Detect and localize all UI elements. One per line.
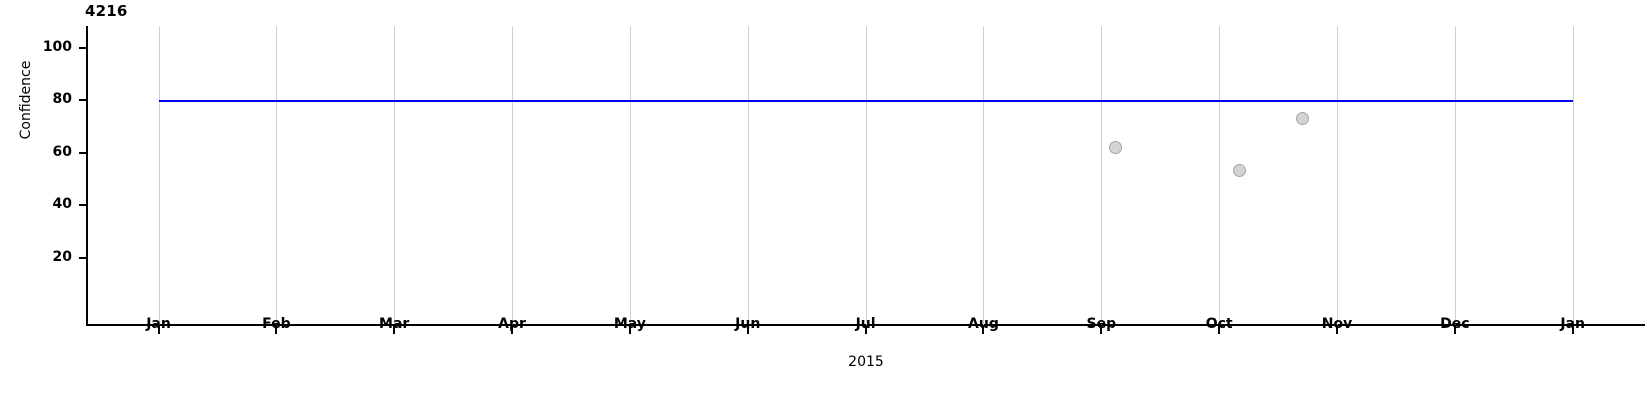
gridline-jan-12 — [1572, 26, 1574, 325]
x-tick-label-mar-2: Mar — [379, 316, 410, 332]
x-tick-mark — [275, 326, 278, 334]
gridline-feb-1 — [276, 26, 278, 325]
x-tick-mark — [393, 326, 396, 334]
x-tick-mark — [157, 326, 160, 334]
y-tick-label-20: 20 — [52, 248, 72, 265]
x-tick-mark — [864, 326, 867, 334]
x-tick-mark — [1571, 326, 1574, 334]
x-tick-label-jan-12: Jan — [1560, 316, 1585, 332]
gridline-apr-3 — [512, 26, 514, 325]
x-tick-mark — [1453, 326, 1456, 334]
y-tick-label-80: 80 — [52, 91, 72, 107]
x-tick-mark — [628, 326, 631, 334]
y-tick-mark — [79, 151, 86, 154]
x-tick-mark — [982, 326, 985, 334]
data-point[interactable] — [1108, 140, 1122, 154]
y-tick-label-100: 100 — [42, 38, 72, 55]
y-tick-mark — [79, 256, 86, 259]
gridline-mar-2 — [394, 26, 396, 325]
x-tick-mark — [1100, 326, 1103, 334]
gridline-jul-6 — [865, 26, 867, 325]
x-tick-label-jan-0: Jan — [146, 316, 171, 332]
y-tick-mark — [79, 99, 86, 101]
gridline-dec-11 — [1454, 26, 1456, 325]
x-tick-mark — [511, 326, 514, 334]
y-axis-line — [86, 26, 88, 326]
x-tick-mark — [1218, 326, 1221, 334]
gridline-jun-5 — [747, 26, 749, 325]
gridline-may-4 — [629, 26, 631, 325]
y-tick-label-40: 40 — [52, 196, 72, 212]
gridline-oct-9 — [1219, 26, 1221, 325]
x-tick-label-feb-1: Feb — [262, 316, 291, 332]
x-tick-label-aug-7: Aug — [968, 316, 999, 332]
x-tick-label-apr-3: Apr — [498, 316, 526, 332]
x-tick-label-dec-11: Dec — [1440, 316, 1470, 332]
x-tick-label-may-4: May — [613, 316, 646, 332]
x-tick-mark — [1336, 326, 1338, 334]
gridline-aug-7 — [983, 26, 985, 325]
x-axis-line — [86, 324, 1645, 326]
plot-panel — [87, 26, 1645, 325]
data-point[interactable] — [1232, 164, 1246, 178]
y-tick-label-60: 60 — [52, 143, 72, 160]
x-tick-mark — [746, 326, 749, 334]
y-tick-mark — [79, 46, 86, 49]
gridline-jan-0 — [158, 26, 160, 325]
x-tick-label-nov-10: Nov — [1321, 316, 1353, 332]
chart-title: 4216 — [85, 2, 128, 20]
y-axis-title: Confidence — [18, 60, 34, 140]
threshold-line — [158, 100, 1573, 102]
x-tick-label-jun-5: Jun — [735, 316, 761, 332]
data-point[interactable] — [1296, 111, 1310, 125]
x-tick-label-sep-8: Sep — [1086, 316, 1117, 332]
y-tick-mark — [79, 204, 86, 206]
gridline-nov-10 — [1337, 26, 1338, 325]
x-tick-label-oct-9: Oct — [1205, 316, 1233, 332]
gridline-sep-8 — [1101, 26, 1103, 325]
x-tick-label-jul-6: Jul — [855, 316, 876, 332]
x-axis-title: 2015 — [848, 354, 884, 370]
